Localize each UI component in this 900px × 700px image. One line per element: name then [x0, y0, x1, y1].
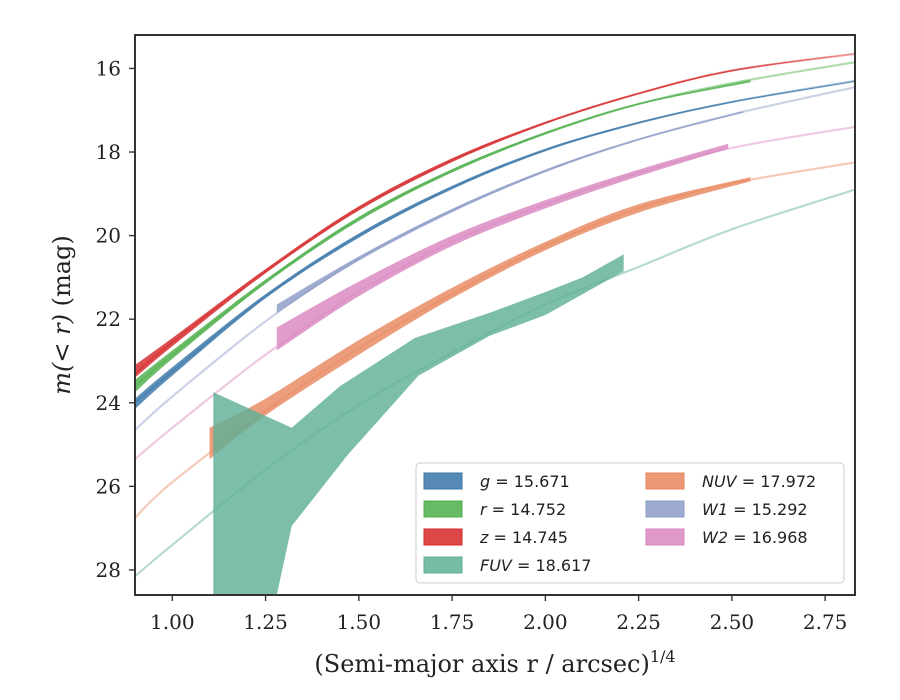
legend-label: NUV = 17.972	[702, 472, 816, 491]
x-tick-label: 2.50	[710, 610, 755, 634]
y-axis-label: m(< r) (mag)	[48, 235, 76, 395]
series-W1	[135, 86, 855, 431]
plot-frame	[134, 34, 856, 596]
legend: g = 15.671 r = 14.752 z = 14.745 FUV = 18.6…	[415, 462, 845, 584]
x-tick-label: 1.50	[337, 610, 382, 634]
legend-label: W2 = 16.968	[702, 528, 808, 547]
x-axis-label: (Semi-major axis r / arcsec)1/4	[314, 647, 675, 678]
legend-label: z = 14.745	[479, 528, 568, 547]
series-W1-band	[276, 111, 744, 313]
series-W1-model-line	[135, 86, 855, 431]
series-FUV	[135, 188, 855, 595]
y-axis: 16 18 20 22 24 26 28	[96, 56, 135, 582]
y-tick-label: 22	[96, 307, 121, 331]
x-tick-label: 1.25	[243, 610, 288, 634]
y-tick-label: 20	[96, 224, 121, 248]
legend-label: W1 = 15.292	[702, 500, 808, 519]
legend-swatch	[423, 556, 463, 574]
y-tick-label: 26	[96, 474, 121, 498]
legend-swatch	[645, 528, 685, 546]
x-tick-label: 2.00	[523, 610, 568, 634]
legend-label: g = 15.671	[480, 472, 570, 491]
y-tick-label: 28	[96, 558, 121, 582]
series-g-model-line	[135, 79, 855, 404]
legend-swatch	[423, 500, 463, 518]
series-W2	[135, 125, 855, 461]
x-tick-label: 2.75	[803, 610, 848, 634]
legend-label: r = 14.752	[480, 500, 566, 519]
legend-swatch	[423, 528, 463, 546]
series-layer	[135, 52, 855, 595]
series-g-band	[135, 81, 855, 409]
y-tick-label: 18	[96, 140, 121, 164]
x-axis: 1.00 1.25 1.50 1.75 2.00 2.25 2.50 2.75	[150, 595, 847, 634]
y-tick-label: 16	[96, 56, 121, 80]
x-tick-label: 2.25	[616, 610, 661, 634]
legend-label: FUV = 18.617	[480, 556, 591, 575]
x-tick-label: 1.75	[430, 610, 475, 634]
legend-swatch	[645, 472, 685, 490]
x-tick-label: 1.00	[150, 610, 195, 634]
series-z	[135, 52, 855, 378]
y-tick-label: 24	[96, 391, 121, 415]
legend-swatch	[423, 472, 463, 490]
series-r	[135, 61, 855, 393]
series-g	[135, 79, 855, 409]
series-FUV-band	[213, 254, 624, 595]
legend-box	[415, 462, 845, 584]
legend-swatch	[645, 500, 685, 518]
